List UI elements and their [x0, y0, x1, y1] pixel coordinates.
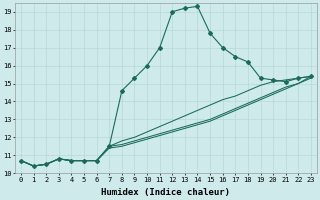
X-axis label: Humidex (Indice chaleur): Humidex (Indice chaleur)	[101, 188, 230, 197]
